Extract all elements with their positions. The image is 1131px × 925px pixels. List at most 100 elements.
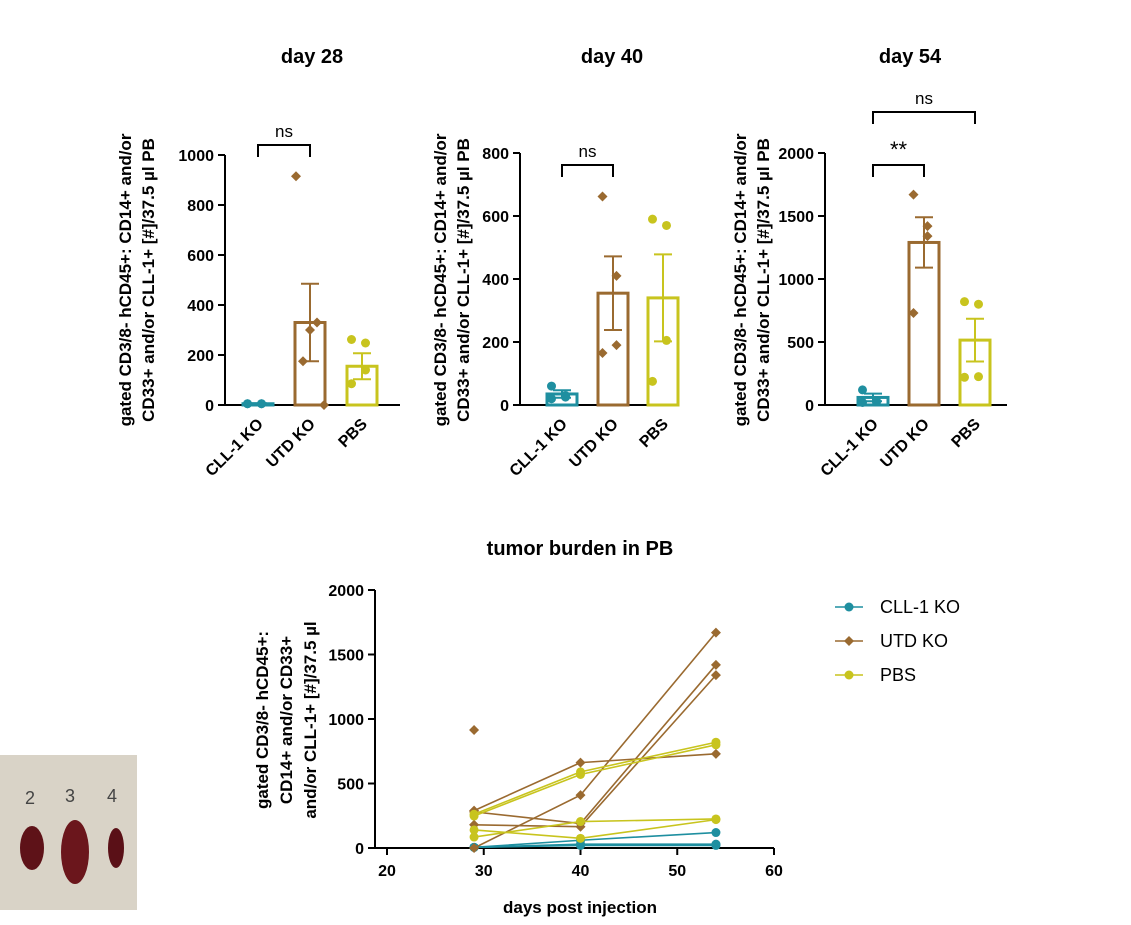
data-point — [662, 335, 671, 345]
legend-label: PBS — [880, 665, 916, 685]
y-axis-label: CD33+ and/or CLL-1+ [#]/37.5 µl PB — [139, 138, 158, 422]
significance-bracket — [872, 111, 976, 124]
data-point — [710, 627, 721, 638]
data-point — [922, 221, 933, 232]
y-tick-label: 600 — [482, 209, 509, 226]
data-point — [611, 340, 622, 351]
x-tick-label: PBS — [637, 416, 673, 452]
y-tick-label: 1000 — [178, 148, 214, 165]
significance-label: ns — [915, 89, 933, 108]
significance-label: ** — [890, 137, 908, 162]
x-axis-label: days post injection — [503, 898, 657, 917]
data-point — [960, 372, 969, 382]
x-tick-label: CLL-1 KO — [203, 416, 267, 480]
y-tick-label: 0 — [205, 398, 214, 415]
data-point — [576, 840, 585, 850]
data-point — [469, 825, 479, 835]
data-point — [922, 231, 933, 242]
y-axis-label: and/or CLL-1+ [#]/37.5 µl — [301, 621, 320, 818]
data-point — [974, 299, 983, 309]
data-point — [361, 365, 370, 375]
x-tick-label: 50 — [668, 863, 686, 880]
chart-title: day 54 — [879, 46, 942, 68]
significance-bracket — [561, 164, 614, 177]
data-point — [576, 769, 585, 779]
y-axis-label: CD33+ and/or CLL-1+ [#]/37.5 µl PB — [454, 138, 473, 422]
data-point — [662, 220, 671, 230]
x-tick-label: 20 — [378, 863, 396, 880]
y-tick-label: 1500 — [778, 209, 814, 226]
significance-bracket — [257, 144, 311, 157]
data-point — [597, 191, 608, 202]
photo-label: 3 — [65, 786, 75, 806]
x-tick-label: UTD KO — [263, 416, 318, 471]
y-axis-label: gated CD3/8- hCD45+: CD14+ and/or — [731, 133, 750, 426]
y-tick-label: 0 — [355, 841, 364, 858]
data-point — [575, 790, 586, 801]
data-point — [611, 270, 622, 281]
x-tick-label: UTD KO — [877, 416, 932, 471]
data-point — [858, 385, 867, 395]
legend-label: UTD KO — [880, 631, 948, 651]
tumor-photo: 2 3 4 — [0, 755, 137, 910]
data-point — [711, 840, 721, 850]
data-point — [908, 308, 919, 319]
data-point — [974, 372, 983, 382]
y-tick-label: 1500 — [328, 648, 364, 665]
data-point — [872, 397, 881, 407]
data-point — [347, 379, 356, 389]
data-point — [312, 317, 322, 328]
data-point — [298, 356, 308, 367]
x-tick-label: CLL-1 KO — [818, 416, 882, 480]
legend-label: CLL-1 KO — [880, 597, 960, 617]
y-axis-label: gated CD3/8- hCD45+: — [253, 631, 272, 809]
series-line — [474, 818, 717, 840]
y-tick-label: 400 — [482, 272, 509, 289]
y-tick-label: 800 — [482, 146, 509, 163]
data-point — [319, 400, 329, 410]
data-point — [243, 399, 252, 409]
data-point — [858, 397, 867, 407]
data-point — [347, 335, 356, 344]
error-bar — [353, 352, 371, 381]
legend-marker — [844, 670, 854, 680]
x-tick-label: PBS — [949, 416, 985, 452]
data-point — [361, 338, 370, 348]
x-tick-label: 60 — [765, 863, 783, 880]
data-point — [291, 171, 301, 182]
data-point — [710, 670, 721, 681]
data-point — [469, 843, 480, 853]
significance-label: ns — [579, 142, 597, 161]
y-tick-label: 500 — [787, 335, 814, 352]
chart-title: day 28 — [281, 46, 343, 68]
y-axis-label: CD33+ and/or CLL-1+ [#]/37.5 µl PB — [754, 138, 773, 422]
y-axis-label: gated CD3/8- hCD45+: CD14+ and/or — [116, 133, 135, 426]
significance-label: ns — [275, 122, 293, 141]
data-point — [648, 376, 657, 386]
data-point — [710, 748, 721, 759]
data-point — [576, 817, 585, 827]
data-point — [561, 392, 570, 402]
y-tick-label: 400 — [187, 298, 214, 315]
data-point — [547, 381, 556, 391]
legend-marker — [844, 636, 854, 646]
photo-label: 2 — [25, 788, 35, 808]
data-point — [711, 815, 721, 825]
y-tick-label: 2000 — [328, 583, 364, 600]
chart-title: day 40 — [581, 46, 643, 68]
x-tick-label: UTD KO — [566, 416, 621, 471]
error-bar — [604, 255, 622, 332]
data-point — [469, 724, 480, 735]
legend-marker — [844, 602, 854, 612]
error-bar — [966, 317, 984, 363]
data-point — [257, 399, 266, 409]
y-axis-label: gated CD3/8- hCD45+: CD14+ and/or — [431, 133, 450, 426]
data-point — [305, 325, 315, 335]
y-tick-label: 1000 — [778, 272, 814, 289]
data-point — [575, 757, 586, 768]
data-point — [908, 189, 919, 200]
data-point — [469, 811, 479, 821]
x-tick-label: PBS — [336, 416, 372, 452]
y-tick-label: 1000 — [328, 712, 364, 729]
